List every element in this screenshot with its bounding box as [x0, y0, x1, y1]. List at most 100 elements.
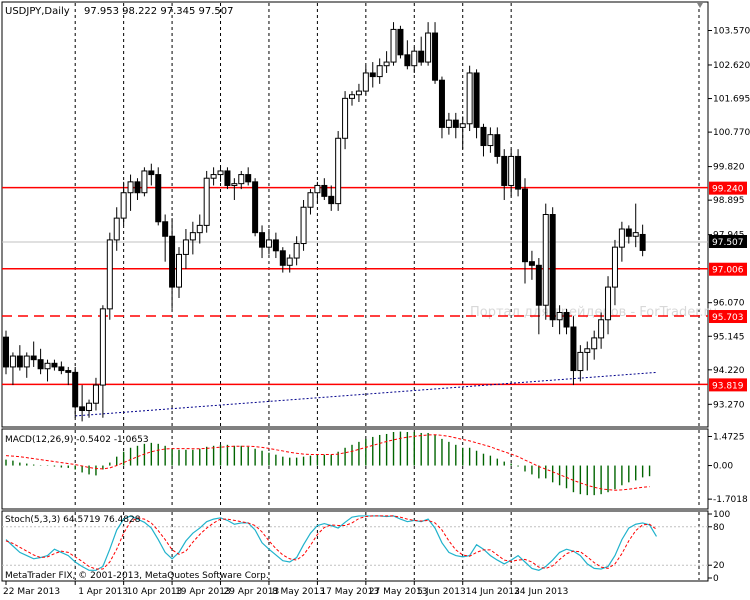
candle: [224, 167, 231, 190]
candle: [169, 218, 176, 309]
price-level-value: 93.819: [712, 381, 744, 391]
candle: [584, 341, 591, 371]
price-tick-label: 93.270: [713, 400, 745, 410]
macd-title: MACD(12,26,9) -0.5402 -1.0653: [5, 435, 149, 445]
macd-tick-label: -1.7018: [713, 495, 748, 505]
price-level-label: 99.240: [709, 181, 747, 195]
candle: [390, 22, 397, 66]
candle: [397, 25, 404, 59]
candle: [591, 330, 598, 360]
candle: [335, 131, 342, 211]
candle: [563, 308, 570, 335]
candle: [438, 76, 445, 139]
candle: [425, 22, 432, 66]
candle: [535, 258, 542, 335]
price-tick-label: 102.620: [713, 61, 750, 71]
candle: [418, 36, 425, 66]
date-tick-label: 8 May 2013: [272, 587, 325, 597]
candle: [72, 366, 79, 418]
candle: [3, 330, 9, 375]
stoch-title: Stoch(5,3,3) 64.5719 76.4828: [5, 515, 141, 525]
price-tick-label: 100.770: [713, 128, 750, 138]
candle: [598, 312, 605, 349]
candle: [376, 58, 383, 84]
copyright: MetaTrader FIX, © 2001-2013, MetaQuotes …: [5, 571, 269, 581]
price-level-label: 93.819: [709, 378, 747, 392]
candle: [515, 149, 522, 197]
candle: [369, 62, 376, 88]
candle: [328, 185, 335, 211]
svg-text:97.507: 97.507: [712, 238, 744, 248]
candle: [79, 385, 86, 422]
candle: [9, 352, 16, 386]
candle: [342, 91, 349, 150]
candle: [494, 127, 501, 164]
price-tick-label: 99.820: [713, 163, 745, 173]
stoch-tick-label: 20: [713, 561, 725, 571]
candle: [349, 91, 355, 106]
ohlc-readout: 97.953 98.222 97.345 97.507: [84, 6, 234, 17]
candle: [182, 229, 189, 269]
candle: [252, 178, 259, 237]
candle: [466, 65, 473, 132]
candle: [37, 348, 44, 375]
candle: [542, 203, 549, 320]
candle: [362, 65, 369, 95]
candle: [265, 229, 272, 255]
candle: [65, 366, 72, 386]
candle: [522, 178, 528, 284]
candle: [293, 236, 300, 266]
date-tick-label: 24 Jun 2013: [514, 587, 568, 597]
candle: [355, 83, 362, 102]
price-tick-label: 94.220: [713, 366, 745, 376]
candle: [176, 247, 182, 298]
candle: [570, 316, 577, 386]
price-level-value: 97.006: [712, 266, 744, 276]
macd-panel: 1.4725 0.00 -1.7018 MACD(12,26,9) -0.5402 …: [1, 428, 748, 510]
candle: [238, 170, 245, 190]
candle: [259, 225, 266, 259]
symbol-label: USDJPY,Daily: [5, 6, 70, 17]
current-price-label: 97.507: [709, 235, 747, 248]
candle: [528, 250, 535, 280]
candle: [473, 69, 480, 139]
price-tick-label: 103.570: [713, 26, 750, 36]
candle: [445, 112, 452, 135]
price-level-label: 97.006: [709, 262, 747, 276]
candle: [314, 181, 321, 204]
price-panel: Портал для трейдеров - ForTrader.ru 99.2…: [1, 1, 750, 428]
candle: [452, 112, 459, 139]
candle: [245, 167, 252, 186]
date-tick-label: 29 Apr 2013: [224, 587, 280, 597]
candle: [148, 163, 155, 186]
candle: [632, 203, 639, 248]
price-level-value: 99.240: [712, 185, 744, 195]
candle: [300, 199, 307, 251]
candle: [272, 232, 279, 259]
stoch-tick-label: 0: [713, 574, 719, 584]
candle: [141, 167, 148, 197]
candle: [127, 174, 134, 211]
candle: [120, 181, 127, 226]
candle: [279, 247, 286, 273]
price-tick-label: 95.145: [713, 332, 745, 342]
price-level-value: 95.703: [712, 313, 744, 323]
date-tick-label: 5 Jun 2013: [417, 587, 465, 597]
candle: [501, 149, 508, 200]
price-tick-label: 98.895: [713, 196, 745, 206]
candle: [113, 207, 120, 251]
chart-shift-marker[interactable]: [697, 3, 703, 8]
candle: [58, 361, 65, 375]
candle: [44, 359, 51, 382]
candle: [217, 165, 224, 182]
date-tick-label: 22 Mar 2013: [3, 587, 60, 597]
candle: [459, 116, 466, 150]
candle: [99, 305, 106, 418]
macd-tick-label: 0.00: [713, 462, 733, 472]
stoch-tick-label: 80: [713, 523, 725, 533]
candle: [508, 149, 515, 197]
candle: [480, 123, 487, 157]
stoch-signal-line: [5, 515, 657, 570]
